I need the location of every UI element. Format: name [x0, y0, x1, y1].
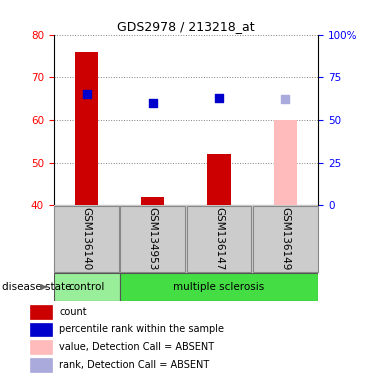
- Text: control: control: [68, 282, 105, 292]
- Point: [84, 91, 90, 98]
- Point: [216, 95, 222, 101]
- Bar: [30, 340, 52, 354]
- Text: disease state: disease state: [2, 282, 71, 292]
- Bar: [186, 206, 251, 272]
- Text: GSM134953: GSM134953: [148, 207, 158, 271]
- Bar: [30, 323, 52, 336]
- Text: GSM136147: GSM136147: [214, 207, 224, 271]
- Bar: [273, 120, 297, 205]
- Bar: [141, 197, 164, 205]
- Point: [150, 100, 156, 106]
- Text: count: count: [59, 307, 87, 317]
- Bar: [54, 273, 120, 301]
- Bar: [208, 154, 231, 205]
- Point: [282, 96, 288, 103]
- Bar: [120, 273, 318, 301]
- Bar: [30, 305, 52, 319]
- Text: GSM136149: GSM136149: [280, 207, 290, 271]
- Bar: [75, 52, 98, 205]
- Bar: [121, 206, 185, 272]
- Text: percentile rank within the sample: percentile rank within the sample: [59, 324, 224, 334]
- Text: GSM136140: GSM136140: [82, 207, 92, 271]
- Text: value, Detection Call = ABSENT: value, Detection Call = ABSENT: [59, 342, 214, 352]
- Text: multiple sclerosis: multiple sclerosis: [174, 282, 265, 292]
- Bar: [54, 206, 119, 272]
- Title: GDS2978 / 213218_at: GDS2978 / 213218_at: [117, 20, 255, 33]
- Text: rank, Detection Call = ABSENT: rank, Detection Call = ABSENT: [59, 360, 209, 370]
- Bar: [253, 206, 317, 272]
- Bar: [30, 358, 52, 372]
